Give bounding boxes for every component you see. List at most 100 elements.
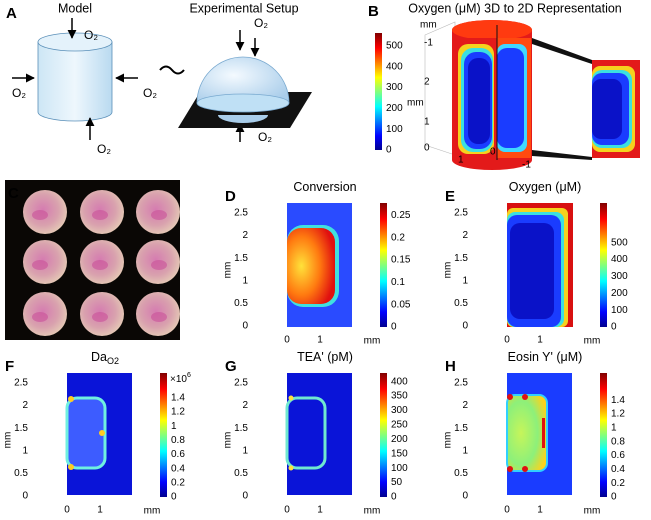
- colorbar-tick-label: 0.1: [391, 277, 405, 288]
- colorbar: [375, 33, 382, 150]
- panel-g: G TEA' (pM) 0 0.5 1 1.5 2 2.5 mm 0 1 mm: [223, 350, 387, 517]
- model-title: Model: [58, 1, 92, 15]
- colorbar-tick-label: 0.25: [391, 210, 411, 221]
- colorbar-tick-label: 350: [391, 391, 408, 402]
- colorbar-tick-label: 0: [611, 492, 617, 503]
- x-axis-label: mm: [364, 506, 381, 517]
- colorbar: [600, 373, 607, 497]
- panel-d: D Conversion 0 0.5 1 1.5 2 2.5 mm 0 1 mm: [223, 180, 387, 347]
- y-tick-label: 2.5: [14, 378, 28, 389]
- x-tick-label: 1: [537, 335, 543, 346]
- panel-e: E Oxygen (μM) 0 0.5 1 1.5 2 2.5 mm 0 1 mm: [443, 180, 607, 347]
- colorbar: [160, 373, 167, 497]
- colorbar-tick-label: 200: [391, 434, 408, 445]
- x-tick-label: 0: [284, 335, 290, 346]
- title-text: Oxygen (μM): [509, 180, 582, 194]
- x-tick-label: 0: [504, 335, 510, 346]
- y-tick-label: 0: [462, 321, 468, 332]
- x-axis-label: mm: [364, 336, 381, 347]
- colorbar-tick-label: 100: [391, 463, 408, 474]
- colorbar-tick-label: 100: [611, 305, 628, 316]
- hot-spot: [288, 465, 294, 471]
- colorbar-tick-label: 500: [386, 41, 403, 52]
- axis-label: -1: [424, 38, 433, 49]
- colorbar-tick-label: 300: [611, 271, 628, 282]
- colorbar-tick-label: 0.4: [171, 463, 185, 474]
- colorbar-tick-label: 300: [386, 82, 403, 93]
- y-tick-label: 0: [242, 321, 248, 332]
- y-tick-label: 1.5: [234, 423, 248, 434]
- colorbar-tick-label: 50: [391, 477, 403, 488]
- o2-label: O₂: [254, 16, 268, 30]
- setup-title: Experimental Setup: [189, 1, 298, 15]
- colorbar-tick-label: 0: [391, 492, 397, 503]
- x-tick-label: 1: [537, 505, 543, 516]
- axis-label: 1: [458, 155, 464, 166]
- axis-label: 0: [424, 143, 430, 154]
- title-text: Da: [91, 350, 107, 364]
- x-tick-label: 0: [504, 505, 510, 516]
- panel-title: Conversion: [293, 180, 356, 194]
- y-tick-label: 1: [462, 275, 468, 286]
- stain: [32, 312, 48, 322]
- dome-setup: [178, 56, 312, 128]
- axis-label: mm: [420, 20, 437, 31]
- colorbar-tick-label: 400: [391, 376, 408, 387]
- axis-label: -1: [522, 160, 531, 171]
- y-tick-label: 0.5: [14, 468, 28, 479]
- axis-label: 1: [424, 117, 430, 128]
- o2-label: O₂: [143, 86, 157, 100]
- stain: [151, 312, 167, 322]
- y-axis-label: mm: [443, 262, 454, 279]
- colorbar-tick-label: 0.2: [611, 478, 625, 489]
- stain: [32, 210, 48, 220]
- o2-label: O₂: [258, 130, 272, 144]
- y-tick-label: 2: [242, 400, 248, 411]
- colorbar-tick-label: 500: [611, 237, 628, 248]
- panel-title: Oxygen (μM): [509, 180, 582, 194]
- y-axis-label: mm: [3, 432, 14, 449]
- colorbar-tick-label: 0.6: [611, 450, 625, 461]
- y-tick-label: 1: [242, 445, 248, 456]
- stain: [151, 260, 167, 270]
- colorbar-tick-label: 150: [391, 448, 408, 459]
- stain: [92, 210, 108, 220]
- colorbar: [600, 203, 607, 327]
- x-tick-label: 1: [97, 505, 103, 516]
- colorbar-tick-label: 200: [611, 288, 628, 299]
- colorbar-tick-label: 0.8: [171, 435, 185, 446]
- hot-spot: [507, 466, 513, 472]
- colorbar: [380, 373, 387, 497]
- y-tick-label: 1.5: [234, 253, 248, 264]
- x-tick-label: 0: [284, 505, 290, 516]
- x-tick-label: 1: [317, 335, 323, 346]
- y-tick-label: 2: [462, 400, 468, 411]
- colorbar-tick-label: 1.2: [171, 407, 185, 418]
- y-axis-label: mm: [223, 262, 234, 279]
- hot-spot: [522, 466, 528, 472]
- y-tick-label: 2.5: [454, 208, 468, 219]
- colorbar-tick-label: 1.2: [611, 409, 625, 420]
- panel-f: F DaO2 0 0.5 1 1.5 2 2.5 mm 0 1 mm ×106: [3, 350, 191, 516]
- panel-title: DaO2: [91, 350, 119, 366]
- colorbar-tick-label: 0.6: [171, 449, 185, 460]
- y-tick-label: 0.5: [234, 298, 248, 309]
- panel-title: Oxygen (μM) 3D to 2D Representation: [408, 1, 622, 15]
- colorbar-multiplier: ×106: [170, 372, 191, 385]
- hot-spot: [507, 394, 513, 400]
- y-tick-label: 1.5: [14, 423, 28, 434]
- title-text: TEA' (pM): [297, 350, 353, 364]
- heat-core: [287, 228, 335, 304]
- y-tick-label: 0: [22, 491, 28, 502]
- y-tick-label: 2.5: [234, 378, 248, 389]
- panel-letter: C: [8, 185, 19, 202]
- colorbar-tick-label: 1: [171, 421, 177, 432]
- hot-spot: [68, 464, 74, 470]
- x-axis-label: mm: [584, 336, 601, 347]
- hot-spot: [288, 395, 294, 401]
- colorbar-tick-label: 0.2: [171, 477, 185, 488]
- stain: [92, 312, 108, 322]
- o2-label: O₂: [84, 28, 98, 42]
